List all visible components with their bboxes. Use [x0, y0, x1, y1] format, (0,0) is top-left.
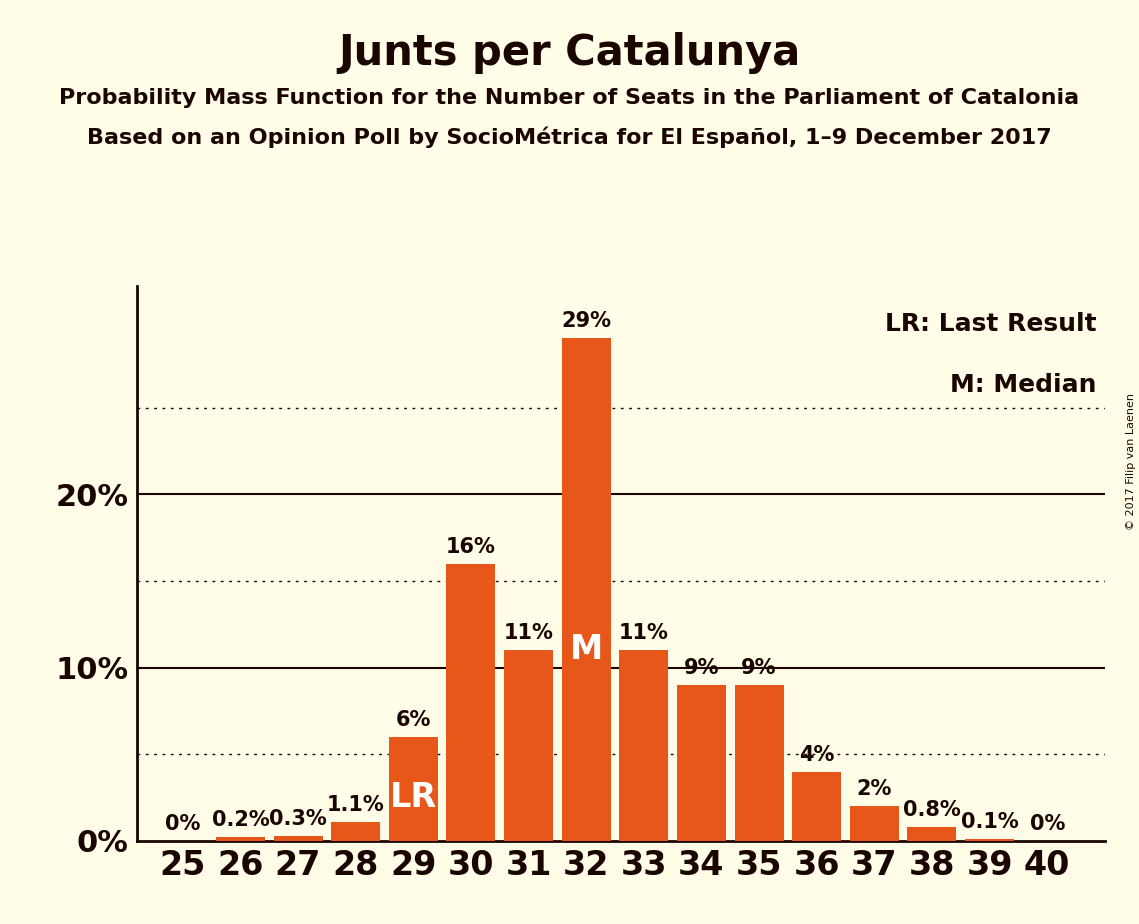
Text: M: Median: M: Median	[950, 373, 1096, 397]
Text: 11%: 11%	[618, 624, 669, 643]
Text: Based on an Opinion Poll by SocioMétrica for El Español, 1–9 December 2017: Based on an Opinion Poll by SocioMétrica…	[87, 127, 1052, 148]
Text: 4%: 4%	[798, 745, 835, 765]
Text: 16%: 16%	[446, 537, 495, 556]
Text: Junts per Catalunya: Junts per Catalunya	[338, 32, 801, 74]
Bar	[216, 837, 265, 841]
Bar	[505, 650, 554, 841]
Text: 11%: 11%	[503, 624, 554, 643]
Bar	[446, 564, 495, 841]
Text: 29%: 29%	[562, 311, 612, 332]
Text: 9%: 9%	[683, 658, 719, 678]
Bar	[562, 338, 611, 841]
Text: 0.1%: 0.1%	[960, 812, 1018, 833]
Text: 0%: 0%	[165, 814, 200, 833]
Text: LR: Last Result: LR: Last Result	[885, 312, 1096, 336]
Bar	[735, 685, 784, 841]
Bar	[331, 821, 380, 841]
Text: LR: LR	[390, 781, 437, 814]
Text: Probability Mass Function for the Number of Seats in the Parliament of Catalonia: Probability Mass Function for the Number…	[59, 88, 1080, 108]
Text: © 2017 Filip van Laenen: © 2017 Filip van Laenen	[1125, 394, 1136, 530]
Text: 0.3%: 0.3%	[269, 808, 327, 829]
Text: 0.8%: 0.8%	[903, 800, 961, 821]
Bar	[908, 827, 957, 841]
Text: M: M	[570, 634, 603, 666]
Bar	[965, 839, 1014, 841]
Text: 6%: 6%	[395, 710, 431, 730]
Bar	[850, 806, 899, 841]
Text: 2%: 2%	[857, 779, 892, 799]
Text: 0.2%: 0.2%	[212, 810, 269, 831]
Text: 1.1%: 1.1%	[327, 795, 385, 815]
Text: 9%: 9%	[741, 658, 777, 678]
Bar	[273, 835, 322, 841]
Bar	[388, 737, 437, 841]
Text: 0%: 0%	[1030, 814, 1065, 833]
Bar	[677, 685, 726, 841]
Bar	[620, 650, 669, 841]
Bar	[793, 772, 842, 841]
